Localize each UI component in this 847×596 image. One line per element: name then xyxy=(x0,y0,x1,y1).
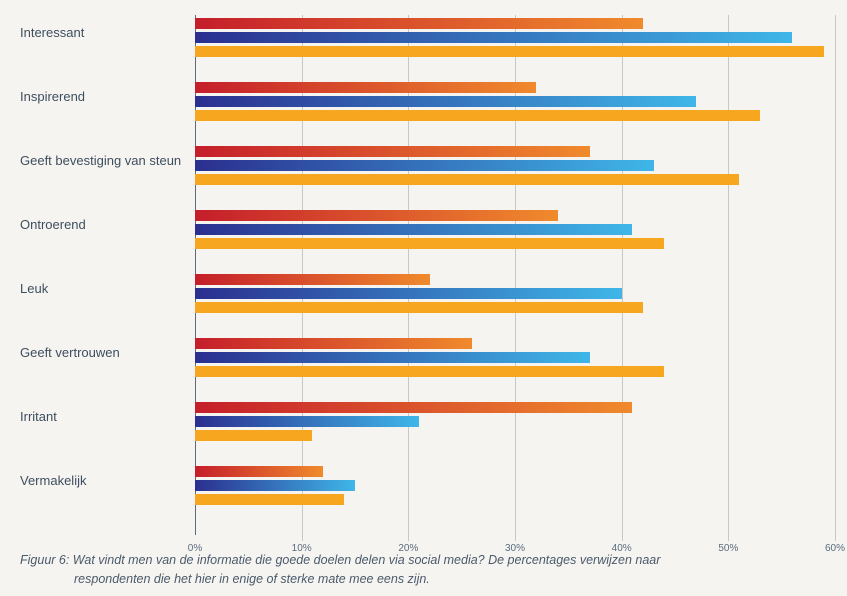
category-label: Irritant xyxy=(20,409,190,424)
x-tick-label: 60% xyxy=(825,543,845,554)
category-label: Geeft vertrouwen xyxy=(20,345,190,360)
category-label: Interessant xyxy=(20,25,190,40)
bar-series-1 xyxy=(195,96,696,107)
x-gridline xyxy=(728,15,729,541)
figure-caption: Figuur 6: Wat vindt men van de informati… xyxy=(20,551,820,590)
bar-series-0 xyxy=(195,210,558,221)
bar-series-1 xyxy=(195,288,622,299)
caption-line1: Figuur 6: Wat vindt men van de informati… xyxy=(20,551,820,570)
bar-series-1 xyxy=(195,480,355,491)
bar-series-2 xyxy=(195,46,824,57)
bar-series-0 xyxy=(195,338,472,349)
bar-series-0 xyxy=(195,402,632,413)
category-label: Inspirerend xyxy=(20,89,190,104)
bar-series-1 xyxy=(195,32,792,43)
chart-container: 0%10%20%30%40%50%60% Figuur 6: Wat vindt… xyxy=(0,0,847,596)
x-gridline xyxy=(835,15,836,541)
category-label: Leuk xyxy=(20,281,190,296)
bar-series-0 xyxy=(195,274,430,285)
caption-line2: respondenten die het hier in enige of st… xyxy=(20,570,820,589)
bar-series-2 xyxy=(195,494,344,505)
plot-area: 0%10%20%30%40%50%60% xyxy=(195,15,835,535)
category-label: Geeft bevestiging van steun xyxy=(20,153,190,168)
bar-series-0 xyxy=(195,82,536,93)
category-label: Vermakelijk xyxy=(20,473,190,488)
bar-series-1 xyxy=(195,224,632,235)
category-label: Ontroerend xyxy=(20,217,190,232)
bar-series-0 xyxy=(195,146,590,157)
bar-series-0 xyxy=(195,18,643,29)
bar-series-2 xyxy=(195,110,760,121)
x-gridline xyxy=(622,15,623,541)
bar-series-1 xyxy=(195,352,590,363)
bar-series-2 xyxy=(195,174,739,185)
bar-series-0 xyxy=(195,466,323,477)
x-gridline xyxy=(515,15,516,541)
bar-series-1 xyxy=(195,160,654,171)
bar-series-2 xyxy=(195,302,643,313)
bar-series-2 xyxy=(195,238,664,249)
bar-series-2 xyxy=(195,366,664,377)
bar-series-2 xyxy=(195,430,312,441)
bar-series-1 xyxy=(195,416,419,427)
